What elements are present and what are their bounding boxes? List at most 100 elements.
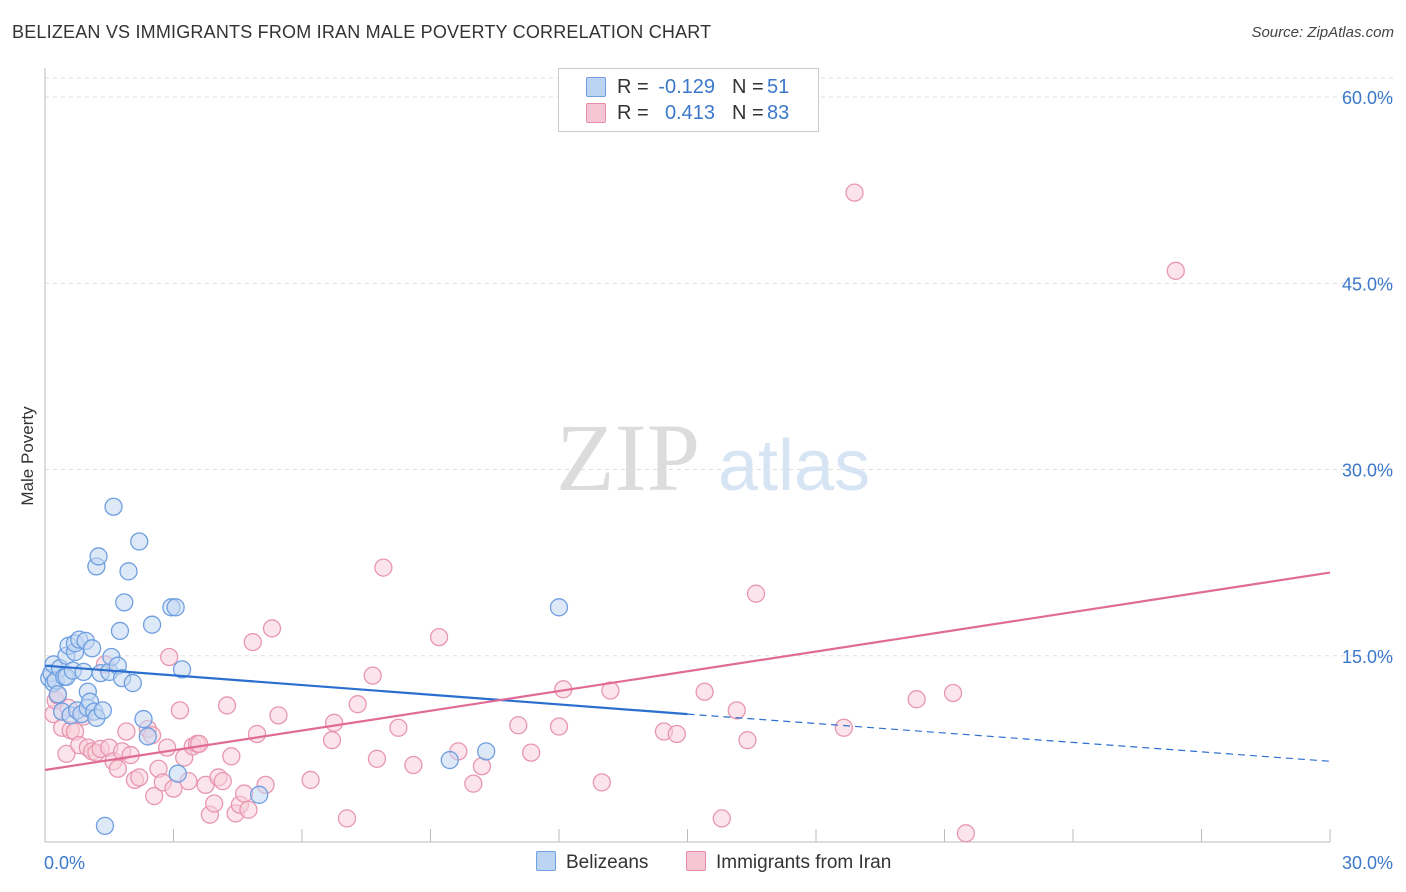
point-belizean — [123, 673, 142, 693]
point-iran — [322, 731, 342, 750]
point-iran — [549, 717, 569, 736]
point-iran — [738, 731, 757, 750]
point-iran — [404, 755, 423, 775]
legend-r-value: 0.413 — [664, 102, 715, 124]
x-tick-label: 0.0% — [44, 853, 85, 873]
point-iran — [695, 682, 714, 701]
point-iran — [746, 584, 766, 603]
point-iran — [108, 759, 127, 778]
trendlines — [44, 571, 1331, 772]
point-iran — [117, 722, 136, 741]
point-belizean — [138, 727, 157, 746]
point-belizean — [166, 598, 185, 617]
legend-n-label: N = — [732, 102, 764, 124]
point-iran — [239, 800, 258, 819]
point-iran — [130, 768, 149, 787]
point-belizean — [110, 621, 130, 641]
point-belizean — [549, 598, 569, 617]
point-iran — [592, 773, 611, 792]
y-tick-label: 15.0% — [1342, 647, 1393, 667]
legend-n-value: 83 — [767, 102, 790, 124]
point-belizean — [115, 593, 134, 612]
point-iran — [324, 713, 344, 732]
point-iran — [190, 734, 209, 754]
point-iran — [727, 701, 746, 720]
trendline-belizeans-extension — [687, 713, 1331, 762]
watermark: ZIP atlas — [556, 404, 870, 511]
grid-lines — [45, 77, 1395, 657]
point-iran — [712, 809, 731, 828]
point-belizean — [172, 660, 192, 679]
correlation-legend: R = -0.129 N = 51 R = 0.413 N = 83 — [558, 68, 819, 132]
watermark-atlas: atlas — [718, 426, 870, 506]
axes — [44, 68, 1331, 843]
point-iran — [1166, 261, 1185, 280]
y-axis-label: Male Poverty — [18, 406, 37, 506]
trendline-iran — [44, 571, 1331, 772]
point-iran — [363, 666, 382, 685]
series-belizeans — [40, 497, 569, 836]
point-iran — [243, 632, 262, 652]
point-iran — [374, 558, 393, 577]
point-iran — [464, 774, 483, 793]
point-iran — [57, 744, 76, 763]
point-iran — [667, 724, 686, 744]
point-iran — [956, 824, 976, 843]
point-belizean — [477, 742, 496, 761]
point-iran — [145, 786, 164, 806]
point-belizean — [74, 662, 93, 682]
legend-n-label: N = — [732, 76, 764, 98]
point-belizean — [440, 750, 459, 770]
point-iran — [205, 794, 224, 813]
point-belizean — [119, 562, 138, 581]
point-iran — [262, 619, 282, 638]
y-tick-label: 45.0% — [1342, 274, 1393, 294]
point-belizean — [89, 547, 108, 566]
legend-swatch-pink — [586, 103, 606, 123]
point-belizean — [250, 785, 269, 804]
point-iran — [217, 696, 237, 715]
point-iran — [943, 683, 963, 703]
x-tick-label: 30.0% — [1342, 853, 1393, 873]
point-iran — [348, 695, 367, 714]
point-belizean — [104, 497, 123, 516]
bottom-legend-swatch-pink — [686, 851, 706, 871]
bottom-legend-label: Belizeans — [566, 852, 649, 873]
point-iran — [367, 749, 387, 768]
trendline-belizeans — [44, 664, 688, 716]
legend-r-value: -0.129 — [658, 76, 715, 98]
chart-title: BELIZEAN VS IMMIGRANTS FROM IRAN MALE PO… — [12, 22, 712, 42]
point-iran — [222, 747, 241, 766]
point-iran — [389, 718, 408, 737]
y-tick-label: 60.0% — [1342, 88, 1393, 108]
legend-row-iran: R = 0.413 N = 83 — [559, 100, 818, 126]
point-belizean — [48, 685, 67, 704]
y-tick-label: 30.0% — [1342, 461, 1393, 481]
legend-n-value: 51 — [767, 76, 790, 98]
bottom-legend-belizeans: Belizeans — [536, 851, 648, 874]
point-iran — [301, 770, 320, 790]
watermark-zip: ZIP — [556, 404, 700, 511]
point-iran — [337, 809, 357, 828]
point-iran — [522, 743, 541, 762]
legend-r-label: R = — [617, 76, 649, 98]
point-iran — [845, 183, 864, 202]
point-iran — [509, 716, 528, 735]
legend-swatch-blue — [586, 77, 606, 97]
point-belizean — [168, 764, 187, 783]
source-label: Source: ZipAtlas.com — [1251, 24, 1394, 41]
point-belizean — [142, 615, 162, 634]
point-belizean — [93, 701, 112, 720]
point-iran — [269, 706, 288, 725]
point-belizean — [82, 639, 102, 658]
point-belizean — [95, 816, 115, 836]
point-iran — [429, 627, 449, 647]
point-iran — [247, 724, 267, 744]
legend-row-belizeans: R = -0.129 N = 51 — [559, 74, 818, 100]
point-iran — [170, 701, 190, 720]
point-belizean — [134, 709, 153, 729]
point-iran — [907, 690, 926, 709]
bottom-legend-iran: Immigrants from Iran — [686, 851, 891, 874]
point-iran — [160, 647, 179, 667]
